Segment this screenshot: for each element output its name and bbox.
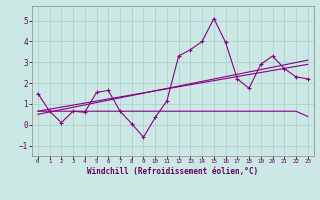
X-axis label: Windchill (Refroidissement éolien,°C): Windchill (Refroidissement éolien,°C) <box>87 167 258 176</box>
